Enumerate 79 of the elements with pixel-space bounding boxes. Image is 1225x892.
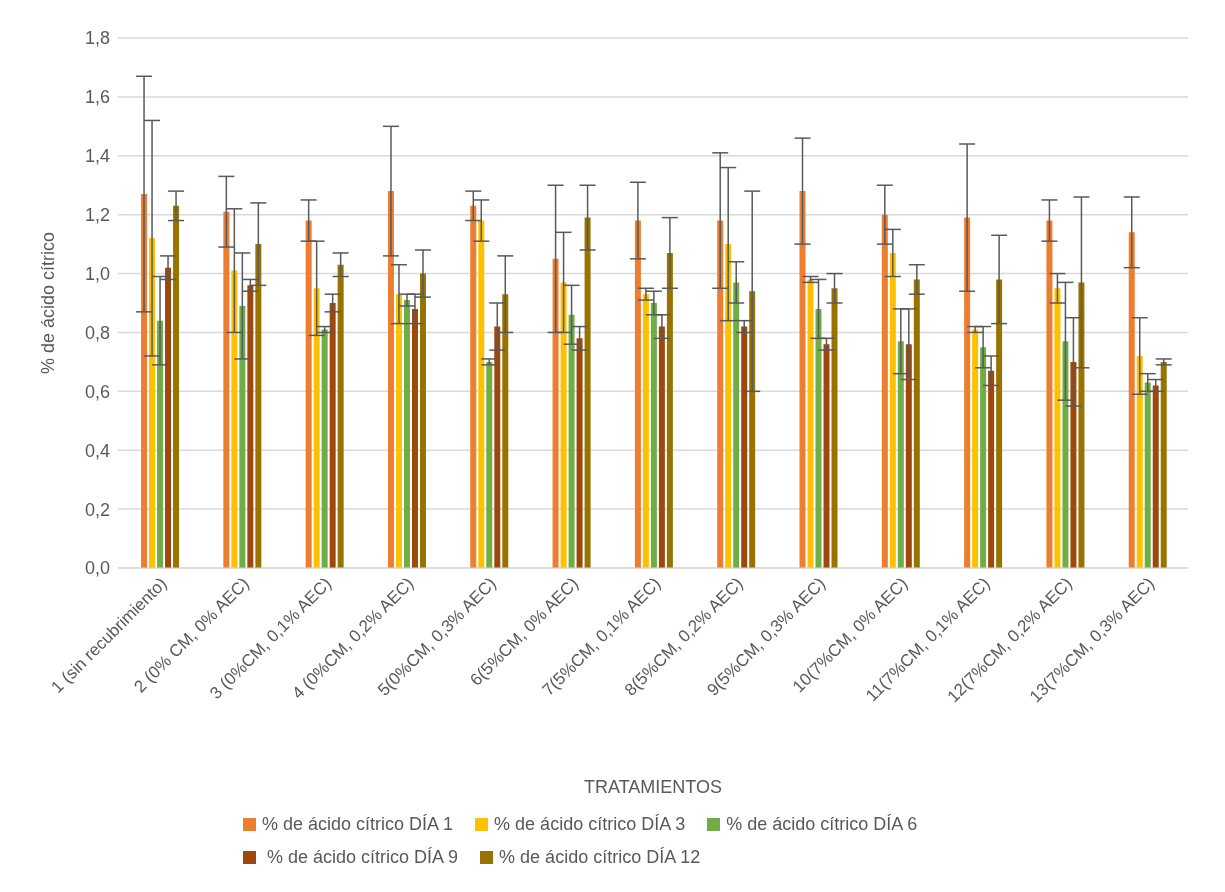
bar bbox=[725, 244, 732, 568]
bar bbox=[799, 191, 806, 568]
y-tick-label: 0,4 bbox=[84, 440, 110, 461]
bar bbox=[1136, 356, 1143, 568]
y-tick-label: 0,6 bbox=[84, 381, 110, 402]
y-tick-label: 1,4 bbox=[84, 146, 110, 167]
bar bbox=[881, 214, 888, 568]
bar bbox=[255, 244, 262, 568]
bar bbox=[905, 344, 912, 568]
y-axis-title: % de ácido cítrico bbox=[38, 231, 59, 375]
x-axis-title: TRATAMIENTOS bbox=[583, 777, 723, 797]
bar bbox=[313, 288, 320, 568]
y-tick-label: 1,0 bbox=[84, 263, 110, 284]
bar bbox=[964, 217, 971, 568]
bar bbox=[889, 252, 896, 568]
bar bbox=[494, 326, 501, 568]
bar bbox=[247, 285, 254, 568]
bar bbox=[980, 347, 987, 568]
bar bbox=[996, 279, 1003, 568]
bar bbox=[634, 220, 641, 568]
y-tick-label: 0,2 bbox=[84, 499, 110, 520]
bar bbox=[650, 303, 657, 568]
legend-label: % de ácido cítrico DÍA 3 bbox=[494, 814, 686, 835]
bar bbox=[395, 294, 402, 568]
bar bbox=[486, 361, 493, 568]
bar bbox=[717, 220, 724, 568]
bar bbox=[1062, 341, 1069, 568]
bar bbox=[1128, 232, 1135, 568]
bar bbox=[815, 308, 822, 568]
y-tick-label: 0,8 bbox=[84, 322, 110, 343]
legend-label: % de ácido cítrico DÍA 12 bbox=[499, 847, 701, 868]
bar bbox=[576, 338, 583, 568]
bar bbox=[411, 308, 418, 568]
bar bbox=[173, 205, 180, 568]
bar bbox=[568, 314, 575, 568]
y-tick-label: 0,0 bbox=[84, 558, 110, 579]
bar bbox=[831, 288, 838, 568]
bar bbox=[419, 273, 426, 568]
bar bbox=[1070, 361, 1077, 568]
bar bbox=[823, 344, 830, 568]
bar bbox=[733, 282, 740, 568]
bar bbox=[1160, 361, 1167, 568]
bar bbox=[913, 279, 920, 568]
bar bbox=[329, 303, 336, 568]
bar bbox=[1078, 282, 1085, 568]
bar bbox=[337, 264, 344, 568]
bar bbox=[1144, 382, 1151, 568]
bar bbox=[502, 294, 509, 568]
y-tick-label: 1,8 bbox=[84, 28, 110, 49]
bar bbox=[157, 320, 164, 568]
bar bbox=[642, 294, 649, 568]
bar bbox=[470, 205, 477, 568]
bar bbox=[666, 252, 673, 568]
bar bbox=[1046, 220, 1053, 568]
bar bbox=[1152, 385, 1159, 568]
bar bbox=[165, 267, 172, 568]
bar bbox=[584, 217, 591, 568]
bar bbox=[807, 279, 814, 568]
bar bbox=[1054, 288, 1061, 568]
legend-label: % de ácido cítrico DÍA 1 bbox=[262, 814, 454, 835]
bar bbox=[741, 326, 748, 568]
bar bbox=[403, 300, 410, 568]
legend-label: % de ácido cítrico DÍA 9 bbox=[266, 847, 459, 868]
bar bbox=[972, 329, 979, 568]
bar bbox=[231, 270, 238, 568]
legend-label: % de ácido cítrico DÍA 6 bbox=[726, 814, 918, 835]
bar bbox=[552, 258, 559, 568]
bar bbox=[223, 211, 230, 568]
bar bbox=[321, 329, 328, 568]
bar bbox=[988, 370, 995, 568]
y-tick-label: 1,6 bbox=[84, 87, 110, 108]
bar bbox=[560, 282, 567, 568]
bar bbox=[305, 220, 312, 568]
bar bbox=[387, 191, 394, 568]
bar bbox=[658, 326, 665, 568]
bar bbox=[897, 341, 904, 568]
y-tick-label: 1,2 bbox=[84, 205, 110, 226]
bar bbox=[239, 305, 246, 568]
bar bbox=[478, 220, 485, 568]
